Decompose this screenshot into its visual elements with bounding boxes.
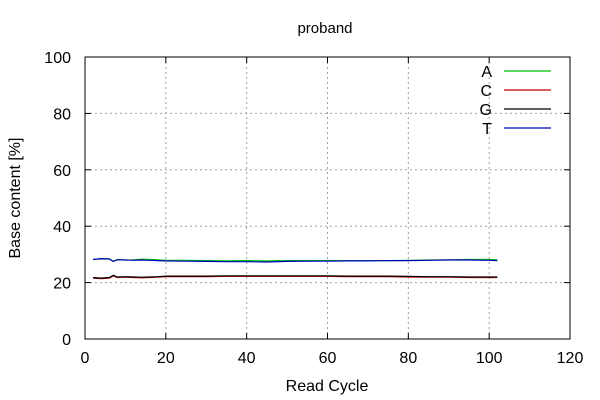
legend-label-g: G	[480, 102, 492, 119]
grid	[85, 57, 570, 339]
x-tick-label: 20	[157, 350, 175, 367]
series-lines	[93, 257, 498, 280]
x-tick-label: 40	[238, 350, 256, 367]
x-axis-label: Read Cycle	[286, 378, 369, 395]
x-tick-label: 80	[399, 350, 417, 367]
x-tick-label: 0	[81, 350, 90, 367]
legend-label-c: C	[480, 83, 492, 100]
x-tick-label: 100	[476, 350, 503, 367]
chart-title: proband	[297, 20, 352, 37]
series-line-g	[93, 274, 498, 279]
y-axis-label: Base content [%]	[7, 138, 24, 259]
y-tick-label: 80	[53, 106, 71, 123]
x-tick-label: 120	[557, 350, 584, 367]
y-tick-label: 20	[53, 276, 71, 293]
y-tick-label: 100	[44, 50, 71, 67]
legend-label-a: A	[481, 64, 492, 81]
y-tick-label: 40	[53, 219, 71, 236]
series-line-t	[93, 257, 498, 263]
y-tick-label: 60	[53, 163, 71, 180]
y-tick-label: 0	[62, 332, 71, 349]
legend-label-t: T	[482, 121, 492, 138]
plot-frame	[84, 56, 571, 340]
axis-ticks: 0 20 40 60 80 100 120 0 20 40 60 80 100	[44, 50, 583, 367]
x-tick-label: 60	[319, 350, 337, 367]
